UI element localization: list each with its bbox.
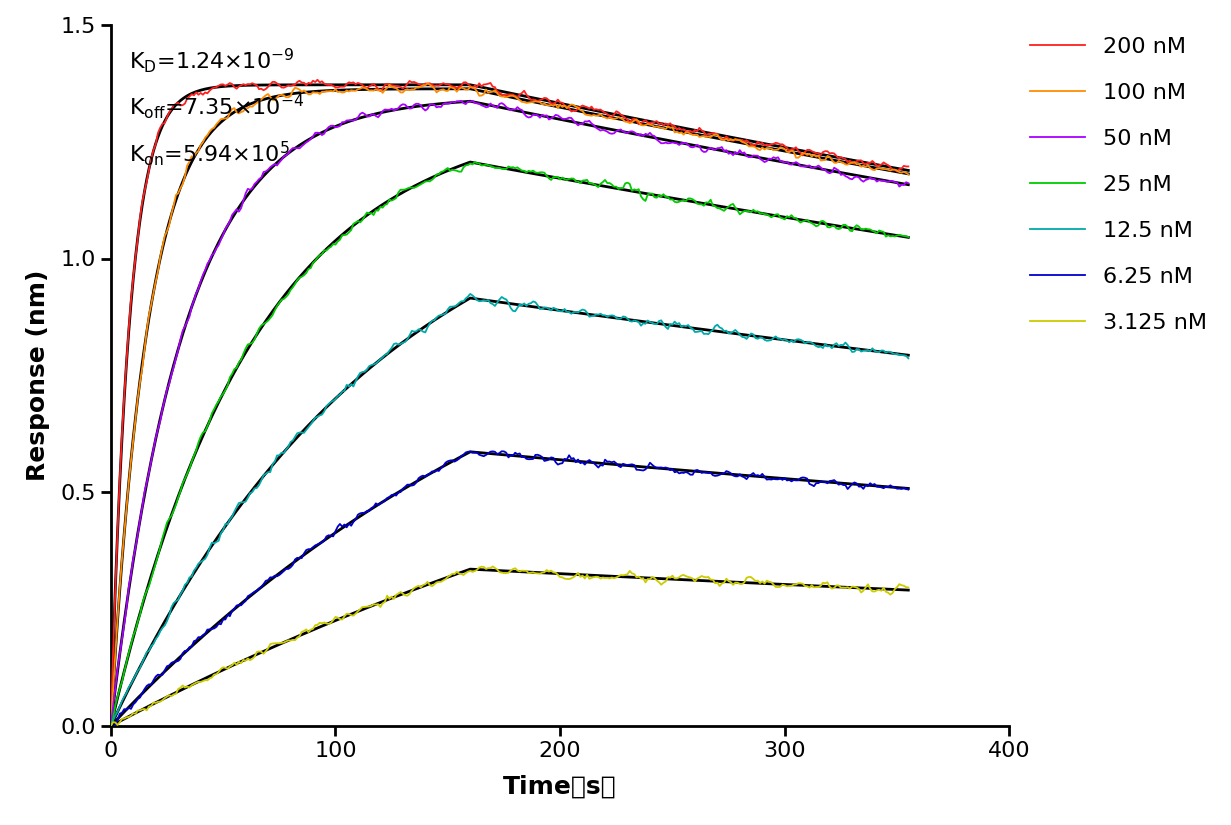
50 nM — [577, 116, 592, 126]
100 nM — [649, 121, 664, 131]
6.25 nM — [611, 461, 625, 471]
100 nM — [420, 78, 435, 88]
200 nM — [609, 106, 624, 116]
Legend: 200 nM, 100 nM, 50 nM, 25 nM, 12.5 nM, 6.25 nM, 3.125 nM: 200 nM, 100 nM, 50 nM, 25 nM, 12.5 nM, 6… — [1029, 35, 1206, 333]
50 nM — [649, 134, 664, 144]
3.125 nM — [901, 582, 916, 592]
12.5 nM — [398, 337, 412, 346]
200 nM — [854, 155, 869, 165]
25 nM — [577, 176, 592, 186]
100 nM — [103, 721, 118, 731]
200 nM — [103, 721, 118, 731]
6.25 nM — [106, 723, 121, 733]
6.25 nM — [155, 670, 170, 680]
25 nM — [649, 193, 664, 203]
200 nM — [901, 162, 916, 172]
Line: 12.5 nM: 12.5 nM — [111, 294, 908, 726]
50 nM — [901, 178, 916, 188]
25 nM — [854, 224, 869, 234]
50 nM — [103, 721, 118, 731]
6.25 nM — [651, 463, 666, 473]
6.25 nM — [103, 721, 118, 731]
3.125 nM — [103, 721, 118, 731]
12.5 nM — [153, 626, 167, 636]
200 nM — [649, 116, 664, 126]
12.5 nM — [649, 319, 664, 329]
3.125 nM — [649, 576, 664, 586]
Line: 100 nM: 100 nM — [111, 83, 908, 726]
Line: 50 nM: 50 nM — [111, 101, 908, 726]
12.5 nM — [577, 305, 592, 315]
6.25 nM — [856, 483, 870, 493]
25 nM — [398, 185, 412, 195]
3.125 nM — [854, 587, 869, 597]
3.125 nM — [485, 562, 500, 572]
6.25 nM — [400, 479, 415, 489]
25 nM — [153, 542, 167, 552]
Line: 3.125 nM: 3.125 nM — [111, 567, 908, 726]
50 nM — [609, 126, 624, 136]
25 nM — [468, 157, 483, 167]
3.125 nM — [609, 573, 624, 582]
X-axis label: Time（s）: Time（s） — [503, 775, 617, 799]
100 nM — [577, 109, 592, 119]
50 nM — [854, 175, 869, 185]
12.5 nM — [854, 346, 869, 356]
Line: 25 nM: 25 nM — [111, 162, 908, 726]
6.25 nM — [580, 457, 595, 467]
3.125 nM — [398, 591, 412, 601]
100 nM — [609, 113, 624, 123]
25 nM — [609, 182, 624, 191]
Line: 6.25 nM: 6.25 nM — [111, 451, 908, 728]
25 nM — [103, 721, 118, 731]
12.5 nM — [901, 353, 916, 363]
200 nM — [153, 123, 167, 133]
Text: $\mathregular{K_D}$=1.24×10$^{-9}$
$\mathregular{K_{off}}$=7.35×10$^{-4}$
$\math: $\mathregular{K_D}$=1.24×10$^{-9}$ $\mat… — [129, 45, 304, 168]
50 nM — [398, 100, 412, 110]
12.5 nM — [103, 721, 118, 731]
100 nM — [854, 162, 869, 172]
Line: 200 nM: 200 nM — [111, 80, 908, 726]
50 nM — [454, 96, 469, 106]
25 nM — [901, 232, 916, 242]
3.125 nM — [153, 697, 167, 707]
200 nM — [310, 75, 325, 85]
6.25 nM — [901, 484, 916, 494]
3.125 nM — [577, 573, 592, 583]
6.25 nM — [495, 446, 510, 456]
12.5 nM — [463, 289, 478, 299]
200 nM — [577, 101, 592, 111]
12.5 nM — [609, 313, 624, 323]
100 nM — [398, 85, 412, 95]
100 nM — [901, 169, 916, 179]
100 nM — [153, 252, 167, 262]
Y-axis label: Response (nm): Response (nm) — [26, 270, 49, 481]
200 nM — [400, 79, 415, 89]
50 nM — [153, 416, 167, 426]
